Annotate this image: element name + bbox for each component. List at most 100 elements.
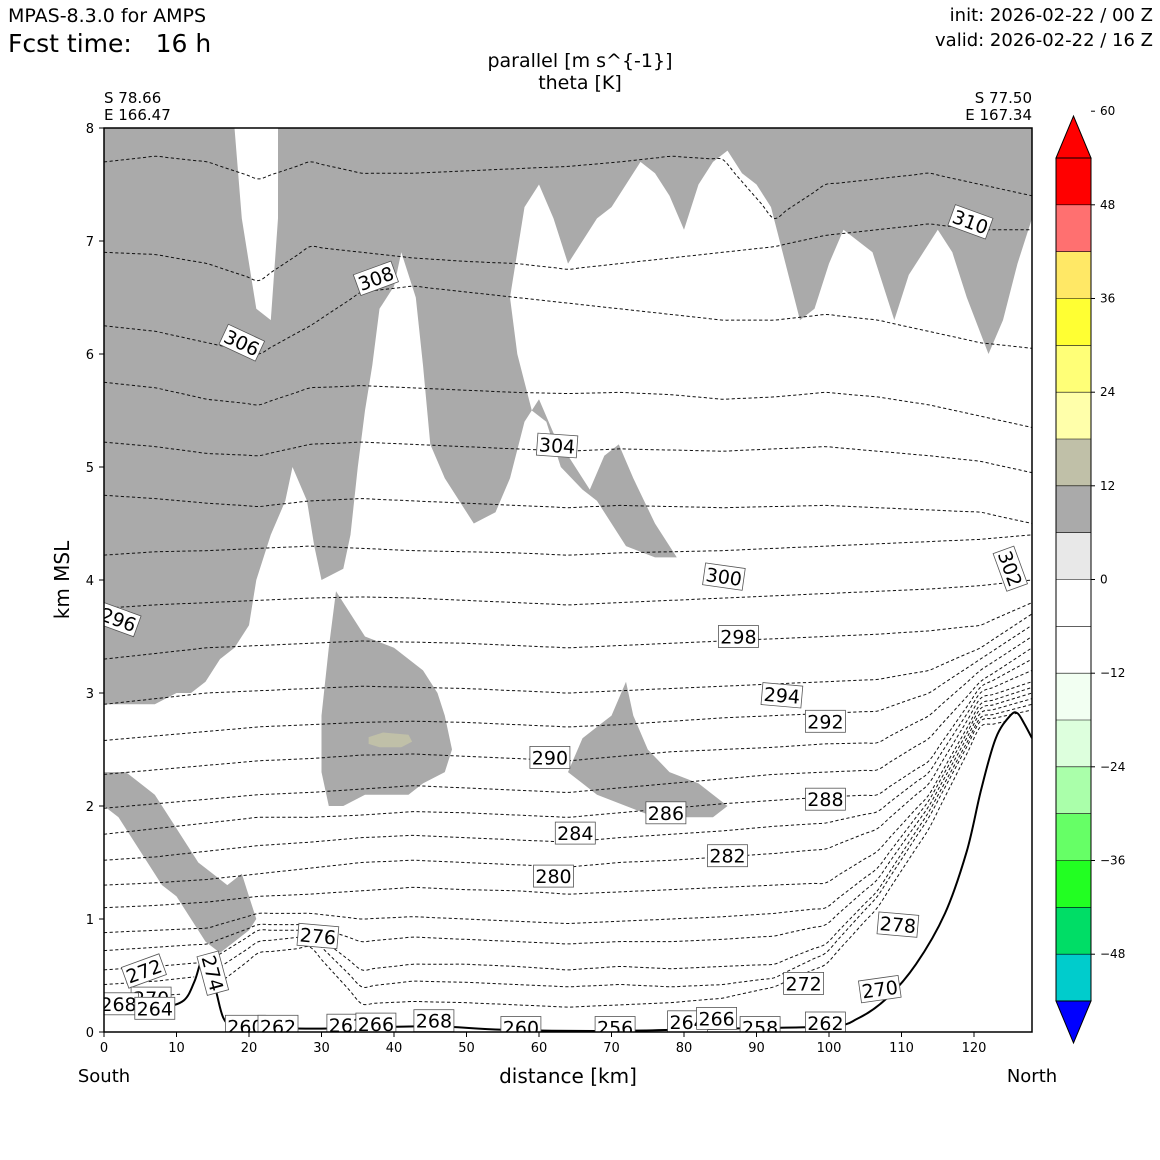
y-axis-label: km MSL bbox=[50, 540, 74, 619]
contour-label-284: 284 bbox=[554, 821, 596, 845]
contour-label-box bbox=[134, 996, 176, 1020]
colorbar-tick-label: 60 bbox=[1100, 104, 1115, 118]
contour-label-286: 286 bbox=[645, 801, 687, 825]
contour-label-text: 272 bbox=[123, 955, 165, 988]
wind-shading bbox=[104, 128, 1032, 953]
colorbar-tick-label: 24 bbox=[1100, 385, 1115, 399]
contour-label-300: 300 bbox=[702, 562, 746, 591]
theta-contour-282 bbox=[104, 681, 1032, 886]
contour-label-text: 260 bbox=[227, 1016, 263, 1038]
contour-label-box bbox=[554, 821, 596, 845]
contour-label-272: 272 bbox=[120, 953, 167, 989]
colorbar-tick-label: 36 bbox=[1100, 292, 1115, 306]
x-tick-label: 50 bbox=[458, 1041, 475, 1056]
contour-label-box bbox=[992, 545, 1028, 592]
x-tick-label: 20 bbox=[241, 1041, 258, 1056]
chart-title-line2: theta [K] bbox=[538, 72, 622, 94]
x-axis: 0 10 20 30 40 50 60 70 80 90 100 110 120 bbox=[100, 1032, 987, 1056]
contour-label-box bbox=[535, 432, 579, 459]
contour-label-264: 264 bbox=[134, 996, 176, 1020]
theta-contour-274 bbox=[104, 703, 1032, 971]
colorbar-band bbox=[1056, 673, 1091, 721]
contour-label-text: 298 bbox=[720, 627, 756, 649]
contour-label-box bbox=[529, 746, 571, 769]
contour-label-box bbox=[104, 601, 142, 638]
contour-label-box bbox=[739, 1016, 781, 1032]
contour-label-box bbox=[707, 844, 748, 868]
x-tick-label: 30 bbox=[313, 1041, 330, 1056]
right-end-lat: S 77.50 bbox=[975, 89, 1032, 107]
contour-label-box bbox=[805, 1011, 846, 1032]
contour-label-text: 286 bbox=[648, 803, 684, 825]
contour-label-text: 272 bbox=[785, 973, 821, 995]
contour-label-box bbox=[645, 801, 687, 825]
contour-label-text: 256 bbox=[597, 1018, 633, 1040]
contour-label-box bbox=[355, 1012, 397, 1032]
x-tick-label: 120 bbox=[962, 1041, 987, 1056]
theta-contour-278 bbox=[104, 692, 1032, 934]
contour-label-text: 260 bbox=[503, 1018, 539, 1040]
contour-label-box bbox=[500, 1016, 542, 1032]
y-tick-label: 8 bbox=[86, 122, 94, 137]
theta-contour-296 bbox=[104, 602, 1032, 660]
colorbar-band bbox=[1056, 345, 1091, 393]
contour-label-text: 282 bbox=[709, 846, 745, 868]
contour-label-text: 288 bbox=[807, 789, 843, 811]
contour-label-256: 256 bbox=[594, 1016, 636, 1040]
contour-labels: 3103083063043023002982962942922902882862… bbox=[100, 204, 1028, 1040]
x-tick-label: 10 bbox=[168, 1041, 185, 1056]
valid-time: valid: 2026-02-22 / 16 Z bbox=[935, 30, 1153, 51]
contour-label-text: 294 bbox=[763, 684, 801, 709]
contour-label-text: 278 bbox=[879, 913, 917, 938]
contour-label-258: 258 bbox=[739, 1016, 781, 1032]
contour-label-280: 280 bbox=[533, 864, 574, 888]
colorbar-band bbox=[1056, 439, 1091, 487]
contour-label-288: 288 bbox=[805, 787, 846, 811]
theta-contour-302 bbox=[104, 494, 1032, 524]
shading-region-3 bbox=[104, 772, 257, 953]
theta-contour-292 bbox=[104, 624, 1032, 741]
contour-label-262: 262 bbox=[257, 1014, 299, 1032]
contour-label-text: 268 bbox=[100, 994, 136, 1016]
x-tick-label: 80 bbox=[676, 1041, 693, 1056]
theta-contour-298 bbox=[104, 579, 1032, 609]
right-end-lon: E 167.34 bbox=[965, 106, 1032, 124]
x-tick-label: 110 bbox=[889, 1041, 914, 1056]
colorbar-band bbox=[1056, 158, 1091, 206]
colorbar-tick-label: −36 bbox=[1100, 854, 1125, 868]
contour-label-box bbox=[947, 204, 994, 240]
y-tick-label: 4 bbox=[86, 574, 94, 589]
contour-label-box bbox=[296, 922, 340, 950]
x-tick-label: 40 bbox=[386, 1041, 403, 1056]
theta-contour-310 bbox=[104, 223, 1032, 282]
colorbar-tick-label: 0 bbox=[1100, 573, 1108, 587]
contour-label-272: 272 bbox=[783, 972, 824, 995]
colorbar-band bbox=[1056, 532, 1091, 580]
contour-label-box bbox=[783, 972, 824, 995]
contour-label-text: 284 bbox=[557, 823, 593, 845]
contour-label-text: 300 bbox=[704, 564, 743, 591]
contour-label-box bbox=[876, 911, 920, 938]
contour-label-text: 304 bbox=[538, 434, 576, 458]
colorbar-tick-label: −48 bbox=[1100, 947, 1125, 961]
shading-region-1 bbox=[321, 591, 452, 806]
contour-label-box bbox=[533, 864, 574, 888]
colorbar-band bbox=[1056, 907, 1091, 955]
contour-label-292: 292 bbox=[805, 709, 846, 733]
forecast-time-value: 16 h bbox=[155, 29, 212, 58]
shading-region-2 bbox=[568, 681, 728, 818]
colorbar-tick-label: −12 bbox=[1100, 666, 1125, 680]
colorbar-band bbox=[1056, 860, 1091, 908]
theta-contour-294 bbox=[104, 613, 1032, 705]
colorbar-band bbox=[1056, 720, 1091, 768]
theta-contour-280 bbox=[104, 686, 1032, 909]
colorbar-band bbox=[1056, 954, 1091, 1002]
contour-label-270: 270 bbox=[858, 974, 902, 1004]
left-end-lon: E 166.47 bbox=[104, 106, 171, 124]
contour-label-text: 276 bbox=[299, 924, 337, 949]
contour-label-box bbox=[594, 1016, 636, 1032]
contour-label-266: 266 bbox=[355, 1012, 397, 1032]
shading-region-0 bbox=[104, 128, 1032, 705]
contour-label-274: 274 bbox=[196, 950, 230, 996]
